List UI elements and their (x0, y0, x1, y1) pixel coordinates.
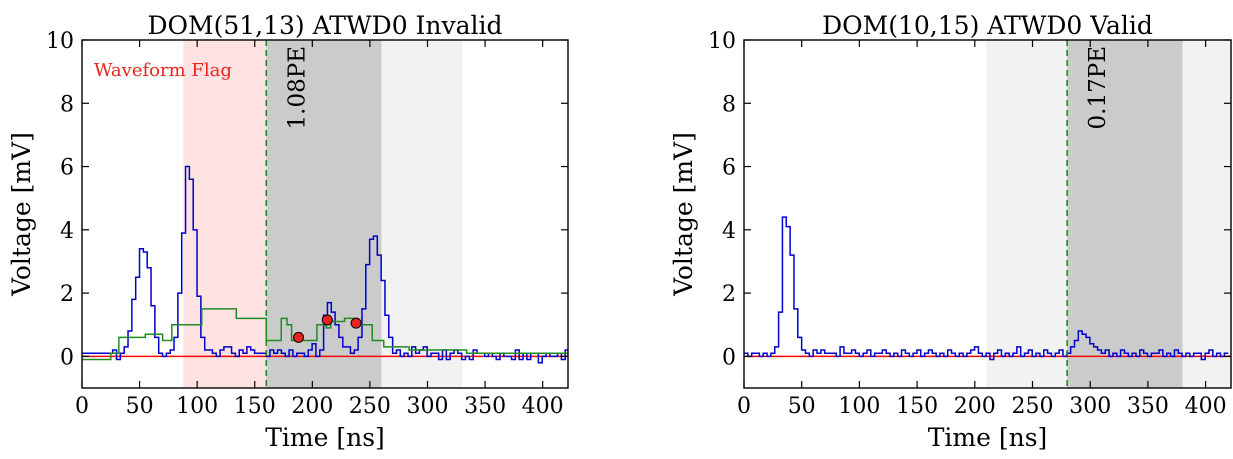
chart-1-pe-label: 1.08PE (284, 46, 310, 129)
chart-2-pe-label: 0.17PE (1085, 46, 1111, 129)
chart-2-axes-frame (743, 39, 1232, 389)
chart-2-title: DOM(10,15) ATWD0 Valid (822, 11, 1153, 40)
chart-1-x-tick-label-8: 400 (522, 394, 564, 419)
chart-2-y-tick-label-2: 4 (722, 219, 736, 244)
chart-2-x-tick-label-3: 150 (896, 394, 938, 419)
chart-2-y-axis-label: Voltage [mV] (669, 132, 698, 297)
chart-1-x-tick-label-3: 150 (234, 394, 276, 419)
chart-1-flag-band-0 (183, 40, 267, 388)
chart-2-x-tick-label-6: 300 (1069, 394, 1111, 419)
chart-2-waveform-series (744, 216, 1229, 361)
chart-1-axes-frame (81, 39, 569, 389)
chart-1-light-band-2 (381, 40, 463, 388)
chart-2-y-tick-label-3: 6 (722, 156, 736, 181)
chart-1-y-axis-label: Voltage [mV] (7, 132, 36, 297)
chart-1-x-tick-label-6: 300 (406, 394, 448, 419)
chart-2-x-axis-label: Time [ns] (928, 423, 1048, 452)
chart-2-y-tick-label-1: 2 (722, 282, 736, 307)
chart-1-title: DOM(51,13) ATWD0 Invalid (147, 11, 502, 40)
chart-2-x-tick-label-5: 250 (1012, 394, 1054, 419)
chart-1-y-tick-label-2: 4 (60, 219, 74, 244)
chart-2-y-tick-label-4: 8 (722, 92, 736, 117)
chart-1-marker-1 (321, 314, 333, 326)
chart-2-x-tick-label-4: 200 (954, 394, 996, 419)
chart-2-light-band-2 (1182, 40, 1231, 388)
chart-1-y-tick-label-3: 6 (60, 156, 74, 181)
chart-2-dark-band-1 (1067, 40, 1183, 388)
chart-1-marker-2 (350, 317, 362, 329)
chart-2-light-band-0 (986, 40, 1068, 388)
chart-1-x-tick-label-4: 200 (291, 394, 333, 419)
chart-1-flag-label: Waveform Flag (94, 60, 232, 81)
chart-1-x-tick-label-0: 0 (75, 394, 89, 419)
chart-2-x-tick-label-0: 0 (737, 394, 751, 419)
chart-1-y-tick-label-4: 8 (60, 92, 74, 117)
chart-1-x-tick-label-2: 100 (176, 394, 218, 419)
chart-2-x-tick-label-2: 100 (838, 394, 880, 419)
chart-1-x-axis-label: Time [ns] (265, 423, 385, 452)
chart-1-plot-area (82, 40, 568, 388)
chart-1-x-tick-label-7: 350 (464, 394, 506, 419)
chart-1-marker-0 (293, 331, 305, 343)
chart-2-x-tick-label-7: 350 (1127, 394, 1169, 419)
chart-2-y-tick-label-0: 0 (722, 345, 736, 370)
chart-1-x-tick-label-1: 50 (126, 394, 154, 419)
chart-1-fit-series (82, 308, 568, 361)
chart-1-x-tick-label-5: 250 (349, 394, 391, 419)
chart-1-y-tick-label-0: 0 (60, 345, 74, 370)
chart-2-x-tick-label-1: 50 (788, 394, 816, 419)
chart-2-y-tick-label-5: 10 (708, 29, 736, 54)
chart-1-waveform-series (82, 165, 568, 364)
chart-1-y-tick-label-1: 2 (60, 282, 74, 307)
chart-1-y-tick-label-5: 10 (46, 29, 74, 54)
chart-2-x-tick-label-8: 400 (1185, 394, 1227, 419)
chart-2-plot-area (744, 40, 1231, 388)
